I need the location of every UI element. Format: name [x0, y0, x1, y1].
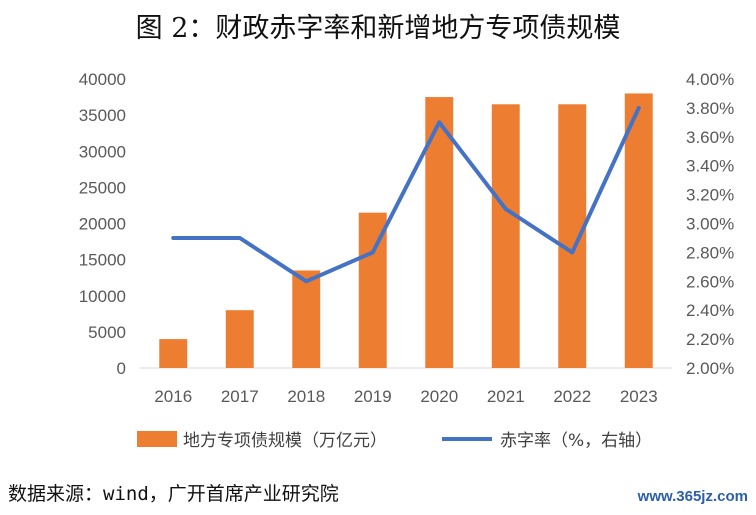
chart-area: 0 5000 10000 15000 20000 25000 30000 35000 40000…	[79, 70, 734, 451]
left-tick-label: 10000	[79, 287, 126, 306]
legend-bar-swatch	[137, 431, 177, 447]
source-note: 数据来源：wind，广开首席产业研究院	[8, 483, 339, 505]
x-axis: 2016 2017 2018 2019 2020 2021 2022 2023	[140, 367, 672, 406]
watermark: www.365jz.com	[637, 488, 748, 505]
right-axis: 2.00% 2.20% 2.40% 2.60% 2.80% 3.00% 3.20% 3.40%…	[686, 70, 734, 378]
right-tick-label: 3.80%	[686, 99, 734, 118]
left-axis: 0 5000 10000 15000 20000 25000 30000 35000 40000	[79, 70, 126, 378]
line-point	[571, 251, 573, 253]
line-point	[438, 121, 440, 123]
left-tick-label: 25000	[79, 178, 126, 197]
x-tick-label: 2018	[287, 387, 325, 406]
x-tick-label: 2022	[553, 387, 591, 406]
bar-series	[159, 93, 653, 368]
line-point	[305, 280, 307, 282]
line-point	[638, 107, 640, 109]
right-tick-label: 2.60%	[686, 272, 734, 291]
right-tick-label: 2.20%	[686, 330, 734, 349]
bar	[292, 270, 321, 368]
bar	[624, 93, 653, 368]
x-tick-label: 2021	[487, 387, 525, 406]
left-tick-label: 5000	[88, 323, 126, 342]
right-tick-label: 2.00%	[686, 359, 734, 378]
legend-line-label: 赤字率（%，右轴）	[500, 431, 652, 451]
bar	[225, 310, 254, 368]
right-tick-label: 3.60%	[686, 128, 734, 147]
line-point	[372, 251, 374, 253]
left-tick-label: 35000	[79, 106, 126, 125]
line-point	[172, 237, 174, 239]
line-series	[171, 105, 641, 284]
bar	[159, 339, 188, 368]
line-point	[239, 237, 241, 239]
deficit-line	[171, 105, 641, 284]
x-tick-label: 2019	[354, 387, 392, 406]
left-tick-label: 0	[117, 359, 126, 378]
left-tick-label: 20000	[79, 215, 126, 234]
x-tick-label: 2017	[221, 387, 259, 406]
left-tick-label: 40000	[79, 70, 126, 89]
chart-title: 图 2：财政赤字率和新增地方专项债规模	[135, 13, 621, 44]
right-tick-label: 4.00%	[686, 70, 734, 89]
x-tick-label: 2023	[620, 387, 658, 406]
right-tick-label: 3.00%	[686, 215, 734, 234]
legend: 地方专项债规模（万亿元） 赤字率（%，右轴）	[137, 431, 652, 451]
bar	[558, 104, 587, 368]
right-tick-label: 2.80%	[686, 243, 734, 262]
bar	[491, 104, 520, 368]
right-tick-label: 3.20%	[686, 186, 734, 205]
x-tick-label: 2020	[420, 387, 458, 406]
right-tick-label: 2.40%	[686, 301, 734, 320]
left-tick-label: 15000	[79, 251, 126, 270]
right-tick-label: 3.40%	[686, 157, 734, 176]
line-point	[505, 208, 507, 210]
legend-bar-label: 地方专项债规模（万亿元）	[183, 431, 387, 451]
x-tick-label: 2016	[154, 387, 192, 406]
left-tick-label: 30000	[79, 142, 126, 161]
